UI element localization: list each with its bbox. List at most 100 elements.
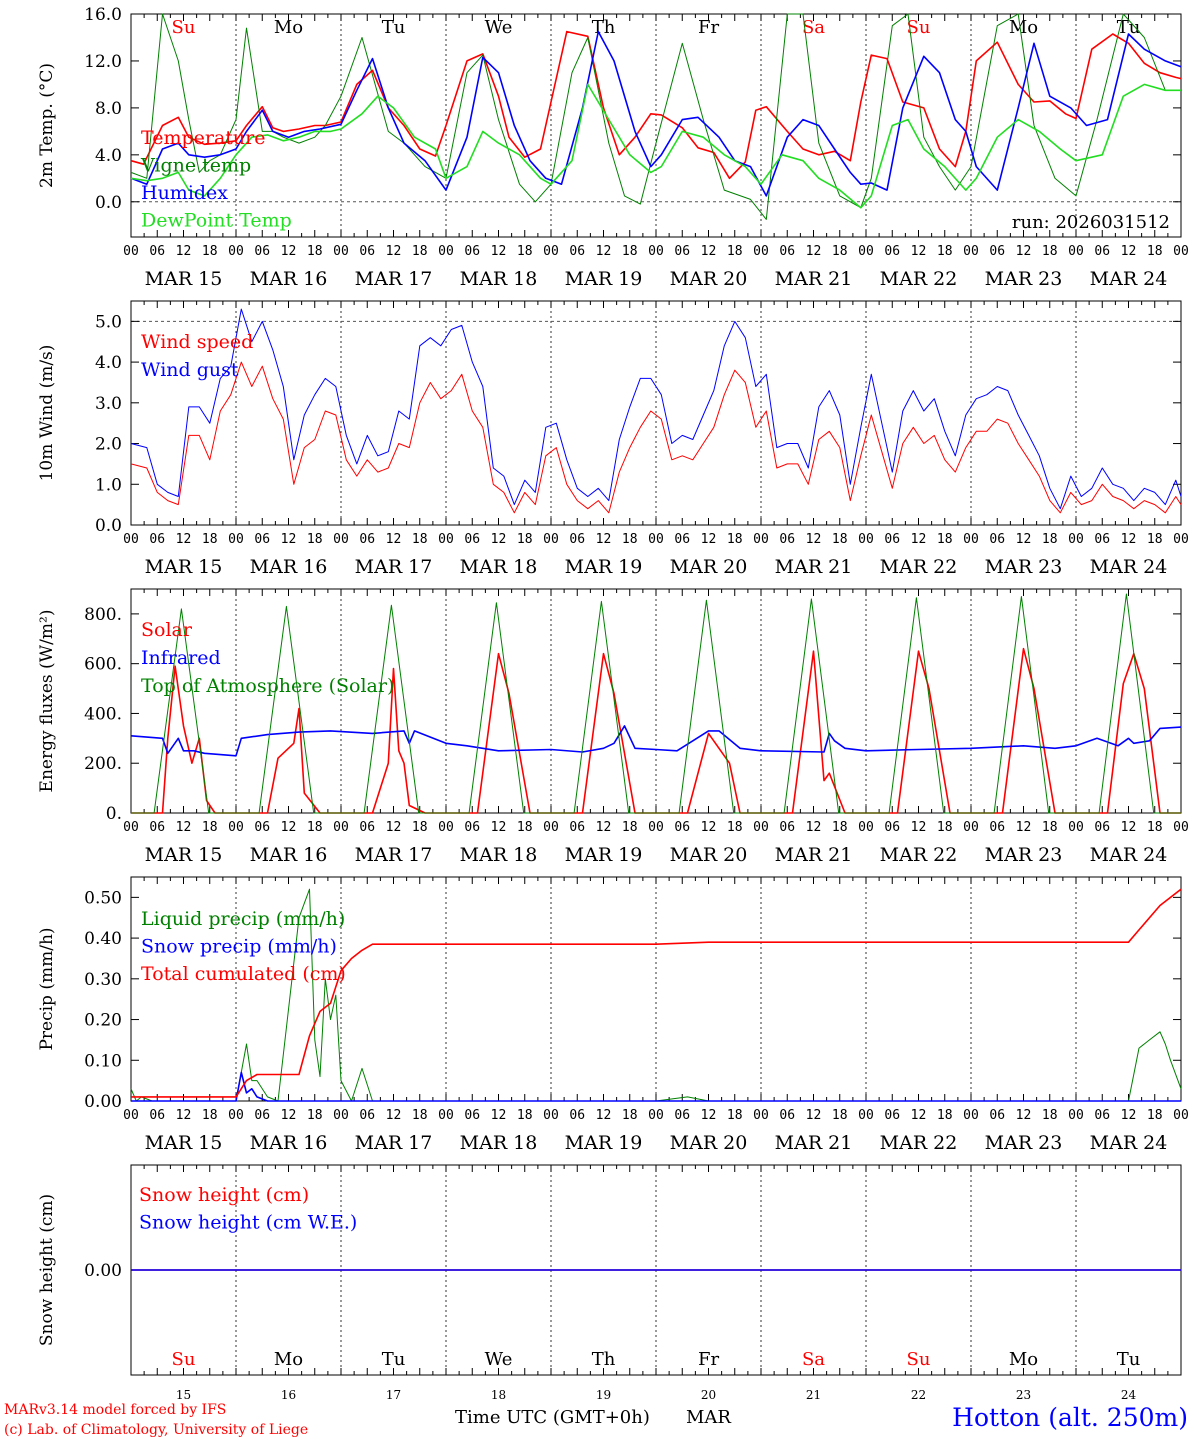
y-tick-label: 0.00: [84, 1261, 122, 1281]
hour-tick-label: 00: [1068, 532, 1084, 547]
hour-tick-label: 12: [386, 1108, 402, 1123]
date-label: MAR 16: [250, 268, 328, 290]
hour-tick-label: 00: [543, 244, 559, 259]
x-axis-title: Time UTC (GMT+0h): [455, 1407, 650, 1428]
hour-tick-label: 00: [963, 244, 979, 259]
day-number-label: 23: [1016, 1388, 1031, 1402]
hour-tick-label: 06: [884, 532, 900, 547]
day-number-label: 19: [596, 1388, 611, 1402]
hour-tick-label: 00: [858, 820, 874, 835]
hour-tick-label: 00: [858, 244, 874, 259]
weekday-label: Mo: [1009, 17, 1038, 38]
weekday-label: Mo: [274, 17, 303, 38]
date-label: MAR 21: [775, 556, 853, 578]
date-label: MAR 16: [250, 556, 328, 578]
series-line-infrared: [130, 725, 1182, 757]
hour-tick-label: 18: [937, 820, 953, 835]
y-tick-label: 200.: [84, 754, 122, 774]
panel-snow: 0.00 Snow height (cm) Snow height (cm) Snow…: [37, 1164, 1182, 1402]
date-label: MAR 18: [460, 1132, 538, 1154]
date-label: MAR 16: [250, 1132, 328, 1154]
hour-tick-label: 06: [779, 244, 795, 259]
hour-tick-label: 06: [1094, 244, 1110, 259]
hour-tick-label: 18: [727, 1108, 743, 1123]
y-tick-label: 400.: [84, 704, 122, 724]
hour-tick-label: 12: [911, 244, 927, 259]
hour-tick-label: 18: [727, 244, 743, 259]
day-number-label: 16: [281, 1388, 296, 1402]
hour-tick-label: 06: [1094, 532, 1110, 547]
hour-tick-label: 00: [1068, 244, 1084, 259]
legend-entry: Solar: [141, 619, 193, 641]
weekday-label: Su: [172, 17, 196, 38]
chart-panels: 16.0 12.0 8.0 4.0 0.0 2m Temp. (°C) 00 06 12 18 MA…: [37, 5, 1189, 1402]
hour-tick-label: 12: [596, 820, 612, 835]
hour-tick-label: 06: [884, 1108, 900, 1123]
date-label: MAR 24: [1090, 1132, 1168, 1154]
series-line-liquid-precip-mm-h: [130, 888, 1182, 1102]
y-tick-label: 0.0: [95, 516, 122, 536]
y-axis-label: 10m Wind (m/s): [37, 345, 57, 482]
hour-tick-label: 12: [491, 820, 507, 835]
hour-tick-label: 18: [1147, 1108, 1163, 1123]
hour-tick-label: 06: [359, 820, 375, 835]
x-axis-month: MAR: [686, 1407, 731, 1428]
hour-tick-label: 18: [307, 244, 323, 259]
hour-tick-label: 00: [228, 820, 244, 835]
hour-tick-label: 00: [753, 532, 769, 547]
hour-tick-label: 18: [307, 1108, 323, 1123]
hour-tick-label: 00: [1173, 820, 1189, 835]
date-label: MAR 21: [775, 268, 853, 290]
hour-tick-label: 18: [412, 532, 428, 547]
panel-temp: 16.0 12.0 8.0 4.0 0.0 2m Temp. (°C) 00 06 12 18 MA…: [37, 5, 1189, 290]
hour-tick-label: 06: [149, 244, 165, 259]
y-tick-label: 0.30: [84, 970, 122, 990]
hour-tick-label: 18: [1147, 820, 1163, 835]
hour-tick-label: 06: [464, 1108, 480, 1123]
hour-tick-label: 18: [202, 244, 218, 259]
hour-tick-label: 06: [569, 820, 585, 835]
hour-tick-label: 12: [911, 1108, 927, 1123]
legend-entry: Wind speed: [141, 331, 253, 353]
weekday-label: Su: [907, 17, 931, 38]
hour-tick-label: 06: [989, 1108, 1005, 1123]
series-line-dewpoint-temp: [130, 83, 1181, 209]
hour-tick-label: 18: [1147, 244, 1163, 259]
legend-entry: Vigne temp: [140, 155, 251, 177]
footer: MARv3.14 model forced by IFS (c) Lab. of…: [4, 1402, 1188, 1438]
legend-entry: Wind gust: [141, 359, 239, 381]
day-number-label: 22: [911, 1388, 926, 1402]
hour-tick-label: 06: [674, 532, 690, 547]
series-line-wind-speed: [130, 361, 1182, 514]
y-axis-label: 2m Temp. (°C): [37, 63, 57, 188]
hour-tick-label: 06: [464, 532, 480, 547]
hour-tick-label: 18: [307, 532, 323, 547]
hour-tick-label: 12: [911, 532, 927, 547]
hour-tick-label: 06: [254, 532, 270, 547]
hour-tick-label: 18: [412, 820, 428, 835]
legend-entry: Snow height (cm W.E.): [139, 1212, 357, 1234]
hour-tick-label: 12: [176, 820, 192, 835]
hour-tick-label: 12: [491, 1108, 507, 1123]
hour-tick-label: 12: [701, 1108, 717, 1123]
hour-tick-label: 18: [517, 1108, 533, 1123]
y-tick-label: 2.0: [95, 435, 122, 455]
hour-tick-label: 06: [359, 244, 375, 259]
hour-tick-label: 18: [517, 820, 533, 835]
series-line-vigne-temp: [130, 13, 1181, 220]
hour-tick-label: 06: [674, 244, 690, 259]
weekday-label: We: [485, 1349, 513, 1370]
hour-tick-label: 18: [832, 820, 848, 835]
hour-tick-label: 12: [911, 820, 927, 835]
hour-tick-label: 06: [464, 820, 480, 835]
legend-entry: Humidex: [141, 182, 228, 204]
date-label: MAR 15: [145, 844, 223, 866]
weekday-label: Mo: [1009, 1349, 1038, 1370]
hour-tick-label: 18: [832, 532, 848, 547]
hour-tick-label: 12: [386, 820, 402, 835]
panel-precip: 0.50 0.40 0.30 0.20 0.10 0.00 Precip (mm/h) 00 0…: [37, 876, 1189, 1154]
date-label: MAR 19: [565, 268, 643, 290]
hour-tick-label: 18: [727, 532, 743, 547]
date-label: MAR 24: [1090, 556, 1168, 578]
y-axis-label: Precip (mm/h): [37, 927, 57, 1050]
